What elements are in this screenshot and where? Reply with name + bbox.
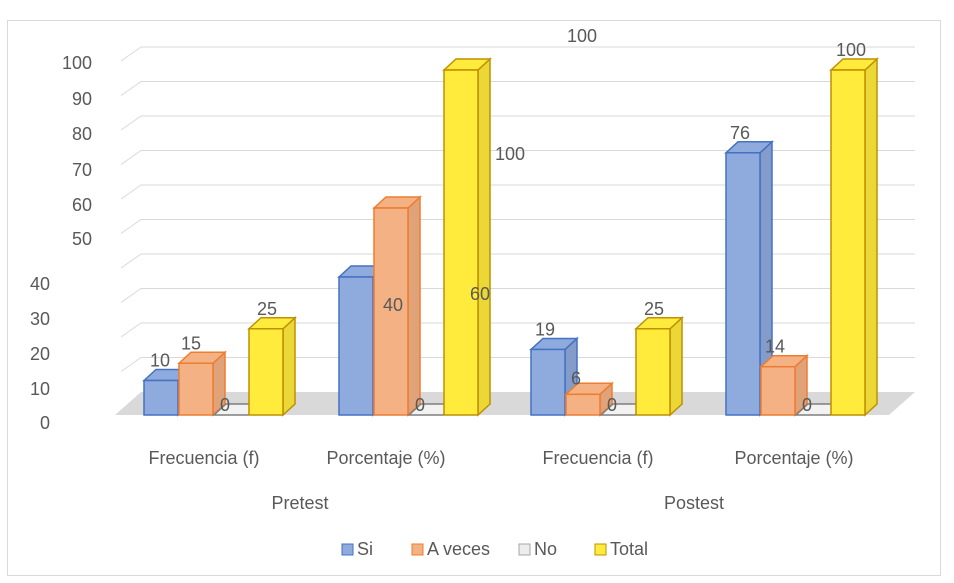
bar <box>338 276 374 416</box>
bars <box>142 57 879 417</box>
bar <box>725 152 761 416</box>
y-tick-label: 50 <box>72 229 92 249</box>
chart-frame: 0 10 20 30 40 50 60 70 80 90 100 10 15 0 25 40 60 0 100 19… <box>7 20 941 576</box>
y-tick-label: 10 <box>30 379 50 399</box>
bar-side <box>407 195 421 417</box>
y-tick-label: 90 <box>72 89 92 109</box>
bar-side <box>669 316 683 417</box>
gridline <box>120 322 915 338</box>
y-tick-label: 40 <box>30 274 50 294</box>
data-label: 6 <box>571 368 581 388</box>
data-label: 0 <box>415 395 425 415</box>
data-label: 0 <box>802 395 812 415</box>
data-label: 25 <box>257 299 277 319</box>
data-label: 100 <box>495 144 525 164</box>
gridline <box>120 46 915 62</box>
data-label: 60 <box>470 284 490 304</box>
floor-plane <box>115 392 915 415</box>
x-category-label: Porcentaje (%) <box>734 448 853 468</box>
gridlines <box>120 46 915 372</box>
y-tick-label: 80 <box>72 124 92 144</box>
bar <box>530 348 566 416</box>
legend-swatch <box>594 543 607 556</box>
legend: Si A veces No Total <box>341 539 648 559</box>
y-tick-label: 60 <box>72 195 92 215</box>
legend-swatch <box>518 543 531 556</box>
y-tick-label: 100 <box>62 53 92 73</box>
gridline <box>120 184 915 200</box>
x-category-label: Frecuencia (f) <box>542 448 653 468</box>
data-label: 15 <box>181 333 201 353</box>
gridline <box>120 81 915 96</box>
gridline <box>120 150 915 165</box>
x-category-label: Porcentaje (%) <box>326 448 445 468</box>
stray-data-label: 100 <box>567 26 597 46</box>
bar-side <box>477 57 491 417</box>
bar <box>143 379 179 416</box>
legend-entry: Si <box>357 539 373 559</box>
y-tick-label: 20 <box>30 344 50 364</box>
bar <box>760 365 796 416</box>
gridline <box>120 219 915 234</box>
data-label: 10 <box>150 351 170 371</box>
x-group-label: Pretest <box>271 493 328 513</box>
y-axis: 0 10 20 30 40 50 60 70 80 90 100 <box>30 53 92 433</box>
x-category-label: Frecuencia (f) <box>148 448 259 468</box>
bar-side <box>864 57 878 417</box>
gridline <box>120 115 915 131</box>
data-label: 0 <box>607 395 617 415</box>
legend-entry: No <box>534 539 557 559</box>
data-label: 0 <box>220 395 230 415</box>
data-label: 76 <box>730 123 750 143</box>
bar <box>178 362 214 416</box>
legend-swatch <box>411 543 424 556</box>
legend-entry: Total <box>610 539 648 559</box>
data-label: 40 <box>383 295 403 315</box>
bar-side <box>282 316 296 417</box>
y-tick-label: 0 <box>40 413 50 433</box>
x-axis: Frecuencia (f) Porcentaje (%) Frecuencia (… <box>148 448 853 513</box>
y-tick-label: 30 <box>30 309 50 329</box>
data-label: 25 <box>644 299 664 319</box>
x-group-label: Postest <box>664 493 724 513</box>
chart-floor <box>115 392 915 415</box>
data-label: 19 <box>535 319 555 339</box>
legend-entry: A veces <box>427 539 490 559</box>
bar <box>373 207 409 416</box>
data-label: 100 <box>836 40 866 60</box>
bar <box>443 69 479 416</box>
bar <box>565 393 601 416</box>
bar <box>830 69 866 416</box>
y-tick-label: 70 <box>72 160 92 180</box>
gridline <box>120 253 915 269</box>
gridline <box>120 288 915 303</box>
bar <box>248 328 284 416</box>
bar <box>635 328 671 416</box>
data-label: 14 <box>765 337 785 357</box>
legend-swatch <box>341 543 354 556</box>
